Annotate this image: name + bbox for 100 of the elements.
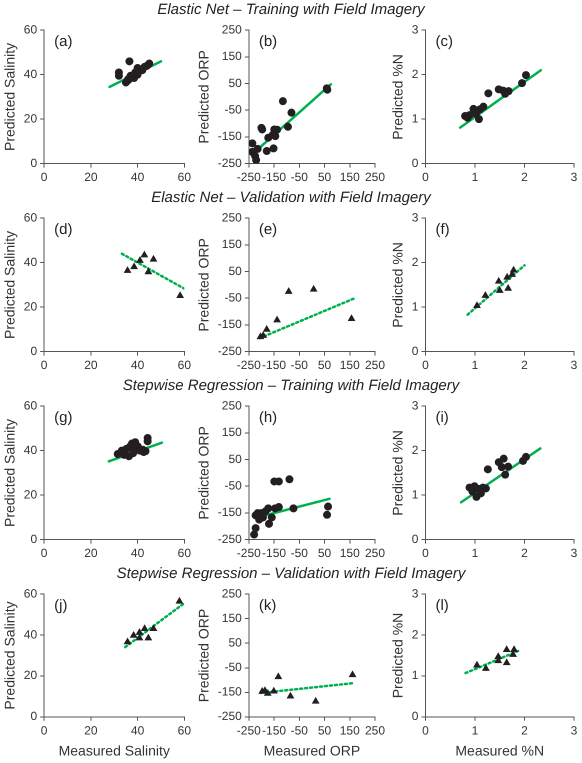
- y-tick-label: -150: [218, 505, 242, 520]
- y-tick-label: 60: [24, 586, 38, 601]
- x-tick-label: 0: [422, 358, 430, 372]
- y-tick-label: 0: [30, 532, 38, 546]
- y-axis-title: Predicted ORP: [195, 50, 212, 144]
- y-axis-title: Predicted %N: [389, 54, 406, 140]
- x-tick-label: 0: [40, 546, 48, 560]
- x-tick-label: 150: [340, 546, 360, 560]
- y-tick-label: 40: [24, 254, 38, 269]
- x-tick-label: 2: [521, 723, 528, 738]
- annotation: (e): [258, 220, 278, 238]
- y-tick-label: 50: [228, 636, 242, 650]
- x-tick-label: 0: [40, 358, 48, 372]
- y-tick-label: 40: [24, 66, 38, 81]
- y-axis-title: Predicted %N: [389, 612, 406, 698]
- y-tick-label: 60: [24, 22, 38, 37]
- annotation: (b): [258, 32, 278, 50]
- annotation: (d): [54, 220, 72, 238]
- annotation: (g): [54, 408, 72, 426]
- y-tick-label: 250: [222, 398, 242, 413]
- x-tick-label: 1: [472, 723, 479, 738]
- x-tick-label: 3: [570, 723, 578, 738]
- y-axis-title: Predicted %N: [389, 430, 406, 516]
- y-tick-label: -150: [218, 684, 242, 699]
- x-tick-label: 60: [178, 546, 192, 560]
- x-tick-label: -150: [262, 358, 286, 372]
- y-axis-title: Predicted ORP: [195, 608, 212, 702]
- y-tick-label: 50: [228, 452, 242, 466]
- y-tick-label: 50: [228, 264, 242, 278]
- x-tick-label: 0: [422, 546, 430, 560]
- y-tick-label: 1: [412, 111, 419, 126]
- x-tick-label: 250: [364, 170, 386, 184]
- y-axis-title: Predicted ORP: [195, 238, 212, 332]
- x-tick-label: 3: [570, 546, 578, 560]
- x-tick-label: 0: [422, 170, 430, 184]
- y-tick-label: -250: [218, 709, 242, 724]
- annotation: (l): [435, 596, 449, 614]
- x-tick-label: 40: [130, 358, 145, 372]
- x-tick-label: 250: [364, 723, 386, 738]
- x-tick-label: 0: [422, 723, 430, 738]
- y-tick-label: 40: [24, 627, 38, 642]
- y-tick-label: 20: [24, 487, 38, 502]
- x-tick-label: 2: [521, 546, 528, 560]
- annotation: (k): [258, 596, 276, 614]
- y-tick-label: 250: [222, 210, 242, 225]
- y-tick-label: 0: [30, 156, 38, 170]
- y-tick-label: -50: [224, 290, 242, 305]
- y-tick-label: 150: [222, 49, 242, 64]
- y-tick-label: 0: [30, 344, 38, 358]
- y-tick-label: -50: [224, 660, 242, 674]
- chart-title: Elastic Net – Validation with Field Imagery: [150, 188, 432, 208]
- chart-title: Stepwise Regression – Validation with Field Imagery: [116, 564, 467, 584]
- x-tick-label: 150: [340, 723, 360, 738]
- y-tick-label: 250: [222, 586, 242, 601]
- x-tick-label: 60: [178, 723, 192, 738]
- y-tick-label: 1: [412, 487, 419, 502]
- chart-title: Elastic Net – Training with Field Imagery: [156, 0, 426, 20]
- y-tick-label: -150: [218, 317, 242, 332]
- x-tick-label: 50: [318, 723, 332, 738]
- y-axis-title: Predicted Salinity: [1, 601, 18, 710]
- y-tick-label: -250: [218, 532, 242, 546]
- x-tick-label: 60: [178, 358, 192, 372]
- x-tick-label: 150: [340, 170, 360, 184]
- y-tick-label: 0: [412, 709, 419, 724]
- y-tick-label: 0: [412, 344, 419, 358]
- y-tick-label: 3: [412, 210, 419, 225]
- x-tick-label: 3: [570, 358, 578, 372]
- x-tick-label: 1: [472, 546, 479, 560]
- y-tick-label: -250: [218, 344, 242, 358]
- y-tick-label: 50: [228, 76, 242, 90]
- x-tick-label: 2: [521, 358, 528, 372]
- x-tick-label: 20: [84, 358, 98, 372]
- y-tick-label: 3: [412, 586, 419, 601]
- y-tick-label: 2: [412, 442, 419, 457]
- x-tick-label: -50: [290, 358, 308, 372]
- annotation: (a): [54, 32, 72, 50]
- y-tick-label: 20: [24, 299, 38, 314]
- y-tick-label: 0: [30, 709, 38, 724]
- y-tick-label: 150: [222, 425, 242, 440]
- x-tick-label: 50: [318, 170, 332, 184]
- y-tick-label: 20: [24, 111, 38, 126]
- x-tick-label: 3: [570, 170, 578, 184]
- y-tick-label: -150: [218, 129, 242, 144]
- x-tick-label: 60: [178, 170, 192, 184]
- chart-title: Stepwise Regression – Training with Field Imagery: [122, 376, 461, 396]
- annotation: (f): [435, 220, 450, 238]
- x-tick-label: 0: [40, 723, 48, 738]
- x-tick-label: 250: [364, 358, 386, 372]
- x-tick-label: 20: [84, 546, 98, 560]
- y-axis-title: Predicted Salinity: [1, 418, 18, 527]
- x-tick-label: 40: [130, 546, 145, 560]
- annotation: (c): [435, 32, 453, 50]
- x-tick-label: -50: [290, 723, 308, 738]
- y-tick-label: -50: [224, 102, 242, 117]
- y-tick-label: 150: [222, 611, 242, 626]
- annotation: (j): [54, 596, 68, 614]
- y-tick-label: -250: [218, 156, 242, 170]
- x-tick-label: 150: [340, 358, 360, 372]
- annotation: (i): [435, 408, 449, 426]
- y-tick-label: 1: [412, 668, 419, 682]
